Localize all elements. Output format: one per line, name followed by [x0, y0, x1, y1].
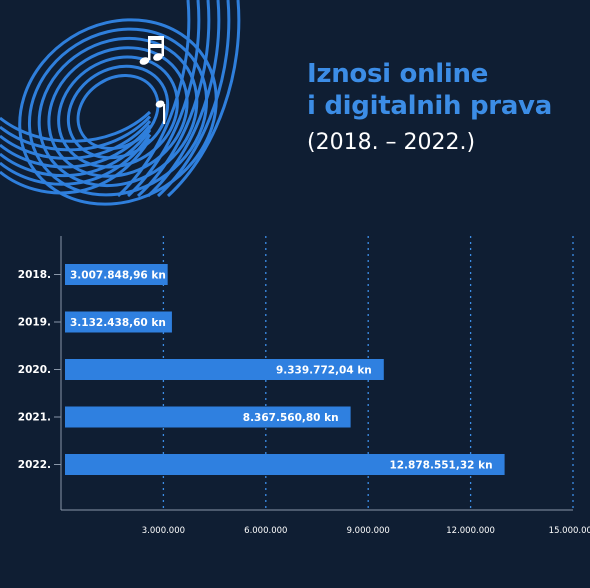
x-tick-label: 15.000.000	[549, 526, 590, 536]
category-label: 2022.	[18, 459, 51, 471]
swirl-line	[0, 120, 152, 160]
bar-2019	[65, 311, 172, 333]
title-block: Iznosi online i digitalnih prava (2018. …	[307, 58, 552, 158]
decorative-swirl	[0, 0, 241, 206]
category-label: 2021.	[18, 412, 51, 424]
title-line-2: i digitalnih prava	[307, 91, 552, 121]
bar-2021	[65, 406, 351, 428]
value-label: 3.132.438,60 kn	[70, 317, 166, 329]
music-note-icon	[139, 36, 164, 65]
swirl-ring	[57, 55, 179, 169]
category-label: 2019.	[18, 317, 51, 329]
value-label: 3.007.848,96 kn	[70, 270, 166, 282]
swirl-line	[116, 0, 191, 198]
swirl-line	[0, 124, 152, 169]
swirl-line	[0, 110, 152, 143]
title-line-1: Iznosi online	[307, 59, 489, 89]
subtitle: (2018. – 2022.)	[307, 130, 476, 155]
swirl-line	[126, 0, 201, 198]
x-tick-label: 12.000.000	[446, 526, 495, 536]
x-tick-label: 9.000.000	[347, 526, 390, 536]
eighth-note-icon	[155, 100, 166, 124]
x-tick-label: 6.000.000	[244, 526, 287, 536]
swirl-ring	[18, 18, 218, 206]
value-label: 8.367.560,80 kn	[243, 412, 339, 424]
value-label: 9.339.772,04 kn	[276, 365, 372, 377]
swirl-line	[0, 133, 152, 186]
swirl-line	[136, 0, 211, 198]
swirl-line	[0, 129, 152, 178]
swirl-line	[0, 138, 152, 195]
value-label: 12.878.551,32 kn	[389, 460, 492, 472]
swirl-line	[156, 0, 231, 198]
x-tick-label: 3.000.000	[142, 526, 185, 536]
bar-2020	[65, 359, 384, 380]
bar-2022	[65, 454, 505, 475]
category-label: 2018.	[18, 269, 51, 281]
category-label: 2020.	[18, 364, 51, 376]
swirl-line	[166, 0, 241, 198]
swirl-line	[146, 0, 221, 198]
bar-2018	[65, 264, 168, 285]
swirl-line	[0, 115, 152, 152]
